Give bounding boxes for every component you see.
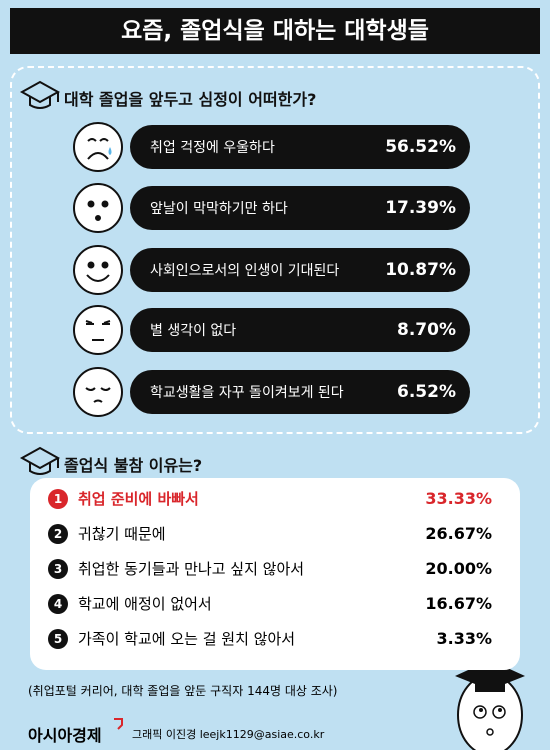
face: [73, 183, 123, 233]
face: [73, 305, 123, 355]
reason-number: 4: [48, 593, 68, 614]
reason-label: 취업 준비에 바빠서: [78, 490, 199, 508]
reason-label: 취업한 동기들과 만나고 싶지 않아서: [78, 560, 305, 578]
reason-number: 3: [48, 558, 68, 579]
answer-percent: 17.39%: [385, 198, 456, 218]
answer-percent: 8.70%: [397, 320, 456, 340]
reasons-box: 1 취업 준비에 바빠서 33.33% 2 귀찮기 때문에 26.67% 3 취업한 동기들과…: [30, 478, 520, 670]
answer-label: 사회인으로서의 인생이 기대된다: [150, 263, 340, 279]
feelings-panel: [10, 66, 540, 434]
reason-label: 가족이 학교에 오는 걸 원치 않아서: [78, 630, 296, 648]
reason-number: 1: [48, 488, 68, 509]
answer-pill: 앞날이 막막하기만 하다 17.39%: [130, 186, 470, 230]
reason-percent: 3.33%: [436, 629, 492, 648]
reason-percent: 20.00%: [425, 559, 492, 578]
face: [73, 122, 123, 172]
logo-mark: [114, 718, 123, 730]
reason-label: 귀찮기 때문에: [78, 525, 166, 543]
reason-percent: 26.67%: [425, 524, 492, 543]
reason-row: 4 학교에 애정이 없어서 16.67%: [48, 586, 492, 621]
reason-row: 2 귀찮기 때문에 26.67%: [48, 516, 492, 551]
answer-pill: 사회인으로서의 인생이 기대된다 10.87%: [130, 248, 470, 292]
face: [73, 367, 123, 417]
cap-icon: [19, 446, 61, 475]
reason-row: 1 취업 준비에 바빠서 33.33%: [48, 481, 492, 516]
mascot: [455, 660, 525, 750]
reason-row: 3 취업한 동기들과 만나고 싶지 않아서 20.00%: [48, 551, 492, 586]
reason-percent: 16.67%: [425, 594, 492, 613]
source: (취업포털 커리어, 대학 졸업을 앞둔 구직자 144명 대상 조사): [28, 684, 338, 698]
reason-percent: 33.33%: [425, 489, 492, 508]
reason-label: 학교에 애정이 없어서: [78, 595, 212, 613]
answer-pill: 학교생활을 자꾸 돌이켜보게 된다 6.52%: [130, 370, 470, 414]
reason-number: 2: [48, 523, 68, 544]
answer-percent: 10.87%: [385, 260, 456, 280]
answer-label: 학교생활을 자꾸 돌이켜보게 된다: [150, 385, 344, 401]
title: 요즘, 졸업식을 대하는 대학생들: [10, 8, 540, 54]
reason-list: 1 취업 준비에 바빠서 33.33% 2 귀찮기 때문에 26.67% 3 취업한 동기들과…: [30, 478, 520, 656]
reason-number: 5: [48, 628, 68, 649]
answer-percent: 56.52%: [385, 137, 456, 157]
reason-row: 5 가족이 학교에 오는 걸 원치 않아서 3.33%: [48, 621, 492, 656]
brand: 아시아경제: [28, 726, 102, 745]
face: [73, 245, 123, 295]
credit: 그래픽 이진경 leejk1129@asiae.co.kr: [132, 728, 325, 741]
question: 졸업식 불참 이유는?: [64, 456, 203, 475]
answer-pill: 별 생각이 없다 8.70%: [130, 308, 470, 352]
answer-label: 앞날이 막막하기만 하다: [150, 201, 288, 217]
cap-icon: [19, 80, 61, 109]
answer-pill: 취업 걱정에 우울하다 56.52%: [130, 125, 470, 169]
answer-label: 별 생각이 없다: [150, 323, 237, 339]
answer-label: 취업 걱정에 우울하다: [150, 140, 275, 156]
answer-percent: 6.52%: [397, 382, 456, 402]
question: 대학 졸업을 앞두고 심정이 어떠한가?: [64, 90, 317, 109]
